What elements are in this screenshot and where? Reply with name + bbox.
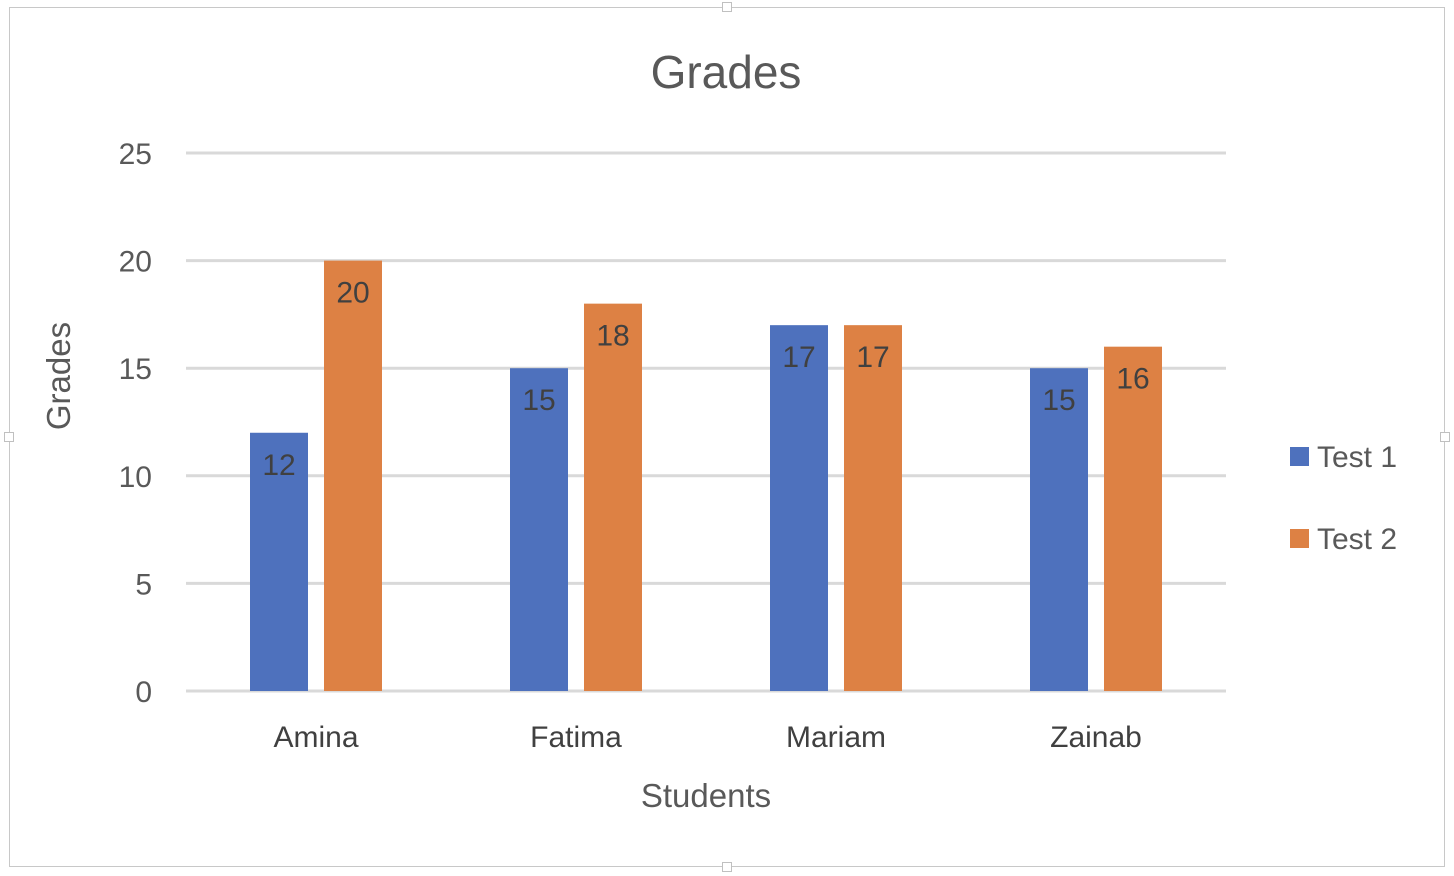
data-label: 17: [856, 341, 889, 374]
y-axis-title: Grades: [40, 322, 77, 430]
resize-handle-right[interactable]: [1440, 432, 1450, 442]
resize-handle-bottom[interactable]: [722, 862, 732, 872]
y-tick-label: 25: [119, 138, 152, 171]
bar-amina-series-1: [250, 432, 308, 691]
legend-label: Test 2: [1317, 523, 1397, 556]
bar-mariam-series-1: [770, 325, 828, 691]
x-category-label: Amina: [273, 721, 358, 754]
data-labels: 12 20 15 18 17 17 15 16: [262, 277, 1149, 482]
bar-zainab-series-2: [1104, 346, 1162, 691]
legend-swatch: [1290, 529, 1309, 548]
y-tick-label: 0: [135, 676, 152, 709]
data-label: 12: [262, 449, 295, 482]
data-label: 15: [522, 384, 555, 417]
x-category-label: Fatima: [530, 721, 622, 754]
data-label: 18: [596, 320, 629, 353]
chart-frame[interactable]: [4, 2, 1450, 872]
data-label: 15: [1042, 384, 1075, 417]
data-label: 20: [336, 277, 369, 310]
x-axis-title: Students: [641, 777, 771, 814]
y-tick-label: 10: [119, 461, 152, 494]
bar-zainab-series-1: [1030, 368, 1088, 691]
bar-amina-series-2: [324, 260, 382, 691]
legend-label: Test 1: [1317, 441, 1397, 474]
bars: [250, 260, 1162, 691]
bar-fatima-series-1: [510, 368, 568, 691]
bar-fatima-series-2: [584, 303, 642, 691]
x-axis-categories: Amina Fatima Mariam Zainab: [273, 721, 1141, 754]
x-category-label: Mariam: [786, 721, 886, 754]
y-tick-label: 5: [135, 568, 152, 601]
resize-handle-top[interactable]: [722, 2, 732, 12]
resize-handle-left[interactable]: [4, 432, 14, 442]
chart-title: Grades: [651, 46, 802, 98]
data-label: 17: [782, 341, 815, 374]
y-tick-label: 15: [119, 353, 152, 386]
data-label: 16: [1116, 363, 1149, 396]
bar-mariam-series-2: [844, 325, 902, 691]
y-tick-label: 20: [119, 246, 152, 279]
legend-swatch: [1290, 447, 1309, 466]
x-category-label: Zainab: [1050, 721, 1142, 754]
legend: Test 1 Test 2: [1290, 441, 1397, 556]
y-axis-ticks: 0 5 10 15 20 25: [119, 138, 152, 709]
